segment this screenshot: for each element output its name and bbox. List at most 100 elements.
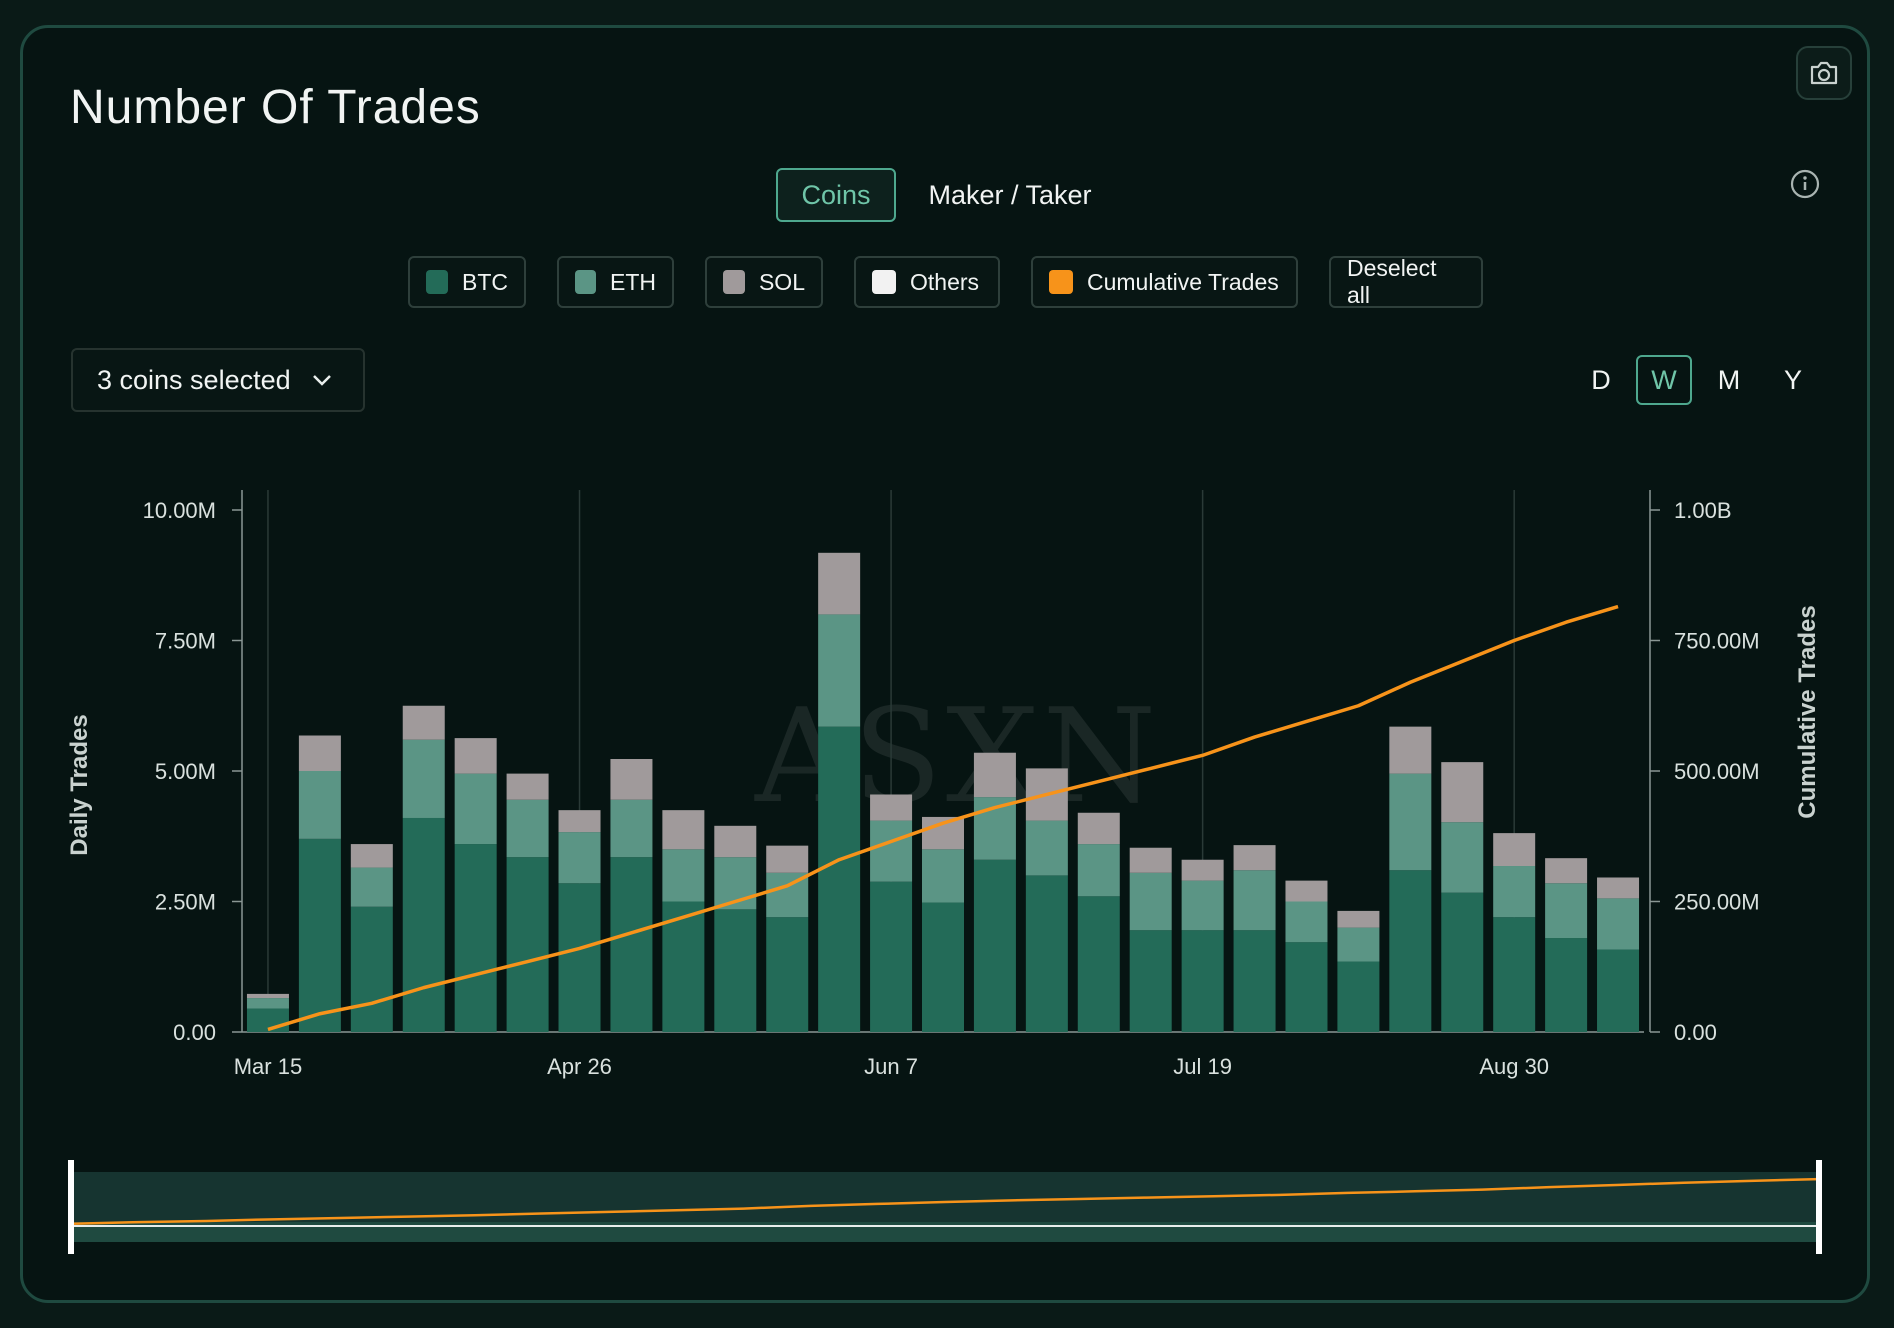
bar-eth[interactable] (350, 867, 393, 907)
bar-eth[interactable] (1285, 901, 1328, 943)
bar-eth[interactable] (1077, 844, 1120, 897)
period-d[interactable]: D (1591, 364, 1611, 395)
info-button[interactable] (1790, 169, 1820, 199)
bar-sol[interactable] (1545, 858, 1588, 884)
bar-btc[interactable] (1441, 892, 1484, 1032)
bar-btc[interactable] (558, 883, 601, 1032)
bar-btc[interactable] (1181, 930, 1224, 1032)
bar-eth[interactable] (1545, 883, 1588, 939)
bar-eth[interactable] (610, 799, 653, 858)
bar-btc[interactable] (870, 881, 913, 1032)
bar-sol[interactable] (1389, 726, 1432, 774)
tab-maker-taker[interactable]: Maker / Taker (928, 179, 1092, 210)
period-m[interactable]: M (1717, 364, 1741, 395)
tab-coins[interactable]: Coins (776, 168, 896, 222)
bar-eth[interactable] (506, 799, 549, 858)
sol-swatch (723, 270, 745, 294)
bar-sol[interactable] (870, 794, 913, 821)
bar-eth[interactable] (1129, 872, 1172, 931)
bar-btc[interactable] (506, 857, 549, 1032)
legend-item-cumulative[interactable]: Cumulative Trades (1031, 256, 1298, 308)
bar-sol[interactable] (1493, 833, 1536, 867)
bar-eth[interactable] (246, 998, 289, 1009)
bar-sol[interactable] (818, 552, 861, 615)
bar-sol[interactable] (1129, 847, 1172, 873)
bar-eth[interactable] (402, 739, 445, 818)
coin-select-label: 3 coins selected (97, 364, 291, 395)
bar-eth[interactable] (1025, 820, 1068, 876)
bar-btc[interactable] (1025, 875, 1068, 1032)
bar-btc[interactable] (1545, 938, 1588, 1032)
legend-item-sol[interactable]: SOL (705, 256, 823, 308)
legend-label: SOL (758, 268, 805, 295)
legend-item-others[interactable]: Others (854, 256, 1000, 308)
bar-btc[interactable] (350, 906, 393, 1032)
bar-eth[interactable] (558, 832, 601, 884)
bar-eth[interactable] (818, 614, 861, 727)
coin-select-dropdown[interactable]: 3 coins selected (71, 348, 365, 412)
bar-eth[interactable] (298, 771, 341, 839)
navigator-left-handle[interactable] (68, 1160, 74, 1254)
y-tick-label: 2.50M (155, 890, 216, 915)
bar-btc[interactable] (662, 901, 705, 1033)
bar-sol[interactable] (714, 825, 757, 858)
bar-btc[interactable] (454, 844, 497, 1032)
bar-btc[interactable] (1285, 942, 1328, 1032)
bar-btc[interactable] (610, 857, 653, 1032)
bar-btc[interactable] (1597, 949, 1640, 1032)
bar-sol[interactable] (662, 810, 705, 850)
bar-sol[interactable] (454, 738, 497, 774)
bar-sol[interactable] (298, 735, 341, 771)
bar-btc[interactable] (973, 859, 1016, 1032)
bar-sol[interactable] (1233, 845, 1276, 871)
bar-sol[interactable] (1077, 812, 1120, 845)
info-icon (1790, 169, 1820, 199)
legend-item-btc[interactable]: BTC (408, 256, 526, 308)
bar-sol[interactable] (973, 752, 1016, 798)
bar-sol[interactable] (1597, 877, 1640, 899)
period-w[interactable]: W (1636, 355, 1692, 405)
bar-eth[interactable] (1181, 880, 1224, 931)
bar-btc[interactable] (298, 838, 341, 1032)
bar-sol[interactable] (506, 773, 549, 800)
bar-btc[interactable] (714, 909, 757, 1032)
y2-tick-label: 500.00M (1674, 759, 1760, 784)
bar-btc[interactable] (1493, 917, 1536, 1032)
bar-sol[interactable] (1337, 910, 1380, 928)
period-y[interactable]: Y (1783, 364, 1802, 395)
bar-btc[interactable] (402, 817, 445, 1032)
bar-sol[interactable] (610, 758, 653, 800)
deselect-all-button[interactable]: Deselect all (1329, 255, 1483, 308)
bar-btc[interactable] (922, 902, 964, 1032)
bar-eth[interactable] (922, 849, 964, 903)
bar-eth[interactable] (1441, 822, 1484, 893)
bar-sol[interactable] (558, 810, 601, 833)
bar-btc[interactable] (818, 726, 861, 1032)
bar-sol[interactable] (246, 993, 289, 999)
bar-eth[interactable] (662, 849, 705, 902)
bar-btc[interactable] (766, 917, 809, 1032)
bar-btc[interactable] (1129, 930, 1172, 1032)
bar-sol[interactable] (766, 845, 809, 873)
bar-btc[interactable] (1337, 961, 1380, 1032)
bar-eth[interactable] (1493, 866, 1536, 918)
bar-eth[interactable] (1337, 927, 1380, 962)
bar-sol[interactable] (1285, 880, 1328, 902)
bar-sol[interactable] (1441, 762, 1484, 823)
bar-eth[interactable] (1389, 773, 1432, 871)
deselect-all-label: Deselect all (1347, 255, 1437, 308)
camera-button[interactable] (1796, 46, 1852, 100)
legend-item-eth[interactable]: ETH (557, 256, 674, 308)
bar-eth[interactable] (1233, 870, 1276, 931)
navigator-right-handle[interactable] (1816, 1160, 1822, 1254)
bar-btc[interactable] (1233, 930, 1276, 1032)
bar-btc[interactable] (1077, 896, 1120, 1032)
bar-sol[interactable] (402, 705, 445, 740)
bar-sol[interactable] (1181, 859, 1224, 881)
bar-sol[interactable] (350, 844, 393, 868)
bar-btc[interactable] (1389, 870, 1432, 1032)
bar-eth[interactable] (870, 820, 913, 882)
bar-eth[interactable] (1597, 898, 1640, 950)
bar-eth[interactable] (454, 773, 497, 845)
